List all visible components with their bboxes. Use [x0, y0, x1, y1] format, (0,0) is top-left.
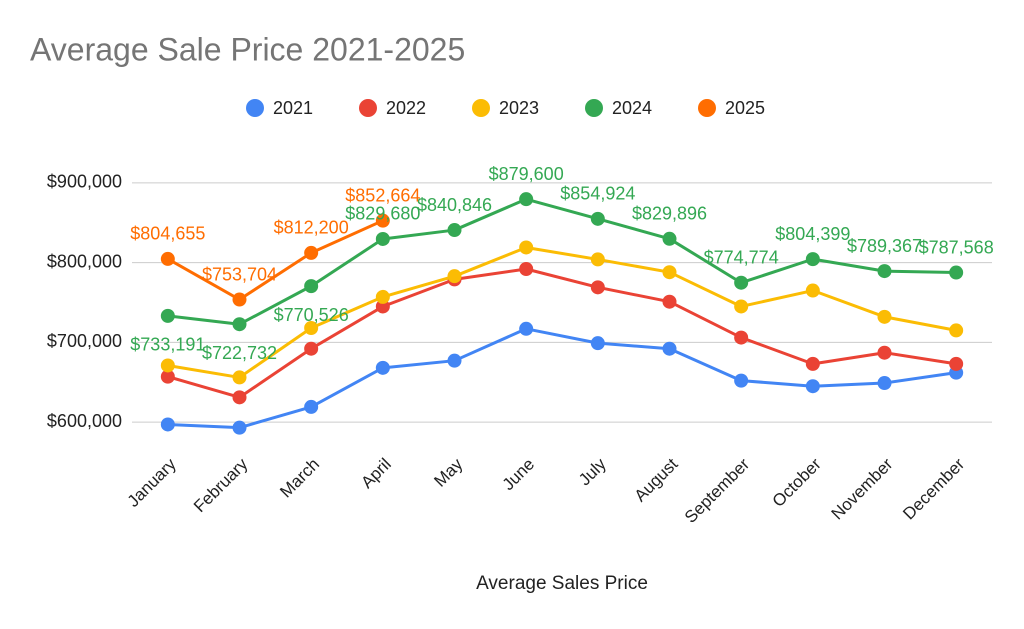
data-point: [447, 269, 462, 284]
data-point: [734, 330, 749, 345]
data-point: [160, 369, 175, 384]
data-point: [375, 289, 390, 304]
data-point: [590, 280, 605, 295]
data-point: [519, 262, 534, 277]
legend-label: 2023: [499, 98, 539, 118]
data-point: [662, 265, 677, 280]
data-point: [232, 292, 247, 307]
series-line: [167, 219, 384, 302]
series-line: [167, 197, 957, 326]
legend-marker: [698, 99, 716, 117]
series-line: [167, 267, 957, 399]
data-point: [805, 252, 820, 267]
data-label: $879,600: [489, 164, 564, 184]
data-point: [447, 353, 462, 368]
legend-marker: [585, 99, 603, 117]
data-point: [734, 275, 749, 290]
legend-label: 2022: [386, 98, 426, 118]
data-point: [304, 279, 319, 294]
data-point: [734, 373, 749, 388]
data-point: [877, 376, 892, 391]
data-point: [160, 308, 175, 323]
data-point: [160, 251, 175, 266]
data-label: $829,896: [632, 204, 707, 224]
data-point: [232, 317, 247, 332]
data-label: $840,846: [417, 195, 492, 215]
data-point: [590, 336, 605, 351]
data-point: [662, 341, 677, 356]
data-point: [949, 356, 964, 371]
series-line: [167, 327, 957, 430]
y-tick-label: $600,000: [47, 411, 122, 431]
x-axis-label: Average Sales Price: [476, 573, 648, 594]
series-line: [167, 245, 957, 379]
data-point: [304, 245, 319, 260]
data-point: [160, 358, 175, 373]
legend-label: 2025: [725, 98, 765, 118]
data-point: [304, 399, 319, 414]
data-point: [232, 390, 247, 405]
legend-label: 2021: [273, 98, 313, 118]
data-point: [160, 417, 175, 432]
data-label: $733,191: [130, 335, 205, 355]
data-label: $829,680: [345, 204, 420, 224]
data-point: [949, 265, 964, 280]
data-label: $854,924: [560, 184, 635, 204]
data-point: [519, 192, 534, 207]
data-label: $789,367: [847, 236, 922, 256]
data-point: [662, 294, 677, 309]
data-point: [590, 252, 605, 267]
legend-marker: [246, 99, 264, 117]
data-point: [805, 379, 820, 394]
data-label: $804,655: [130, 224, 205, 244]
y-tick-label: $700,000: [47, 331, 122, 351]
data-point: [375, 360, 390, 375]
data-label: $753,704: [202, 264, 277, 284]
data-point: [519, 240, 534, 255]
data-label: $804,399: [775, 224, 850, 244]
data-label: $774,774: [704, 247, 779, 267]
data-point: [375, 299, 390, 314]
y-tick-label: $900,000: [47, 172, 122, 192]
data-label: $852,664: [345, 185, 420, 205]
data-point: [375, 213, 390, 228]
data-point: [877, 264, 892, 279]
data-point: [877, 309, 892, 324]
data-label: $787,568: [919, 237, 994, 257]
data-point: [877, 345, 892, 360]
data-point: [734, 299, 749, 314]
legend-marker: [472, 99, 490, 117]
data-label: $722,732: [202, 343, 277, 363]
data-point: [447, 223, 462, 238]
chart-title: Average Sale Price 2021-2025: [30, 31, 465, 67]
data-point: [519, 321, 534, 336]
legend-label: 2024: [612, 98, 652, 118]
data-point: [232, 420, 247, 435]
data-point: [232, 370, 247, 385]
data-label: $770,526: [274, 305, 349, 325]
data-label: $812,200: [274, 218, 349, 238]
legend-marker: [359, 99, 377, 117]
data-point: [375, 231, 390, 246]
data-point: [662, 231, 677, 246]
data-point: [590, 211, 605, 226]
y-tick-label: $800,000: [47, 251, 122, 271]
data-point: [304, 341, 319, 356]
data-point: [805, 356, 820, 371]
data-point: [304, 320, 319, 335]
data-point: [805, 283, 820, 298]
data-point: [949, 323, 964, 338]
